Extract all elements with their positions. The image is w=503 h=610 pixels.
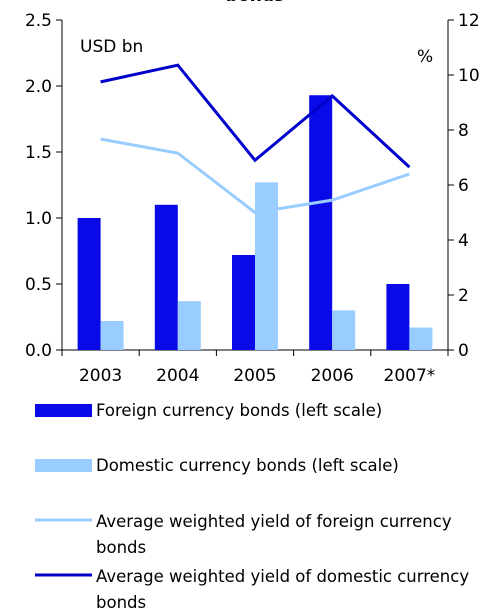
legend-label: Foreign currency bonds (left scale) xyxy=(96,401,383,420)
bar xyxy=(386,284,410,350)
bar xyxy=(332,310,356,350)
x-tick-label: 2004 xyxy=(156,366,199,386)
bar xyxy=(309,95,333,351)
legend-label: Domestic currency bonds (left scale) xyxy=(96,456,399,475)
y-axis-label: USD bn xyxy=(80,37,143,57)
y2-tick-label: 2 xyxy=(458,286,469,306)
bar xyxy=(255,182,278,350)
x-tick-label: 2006 xyxy=(311,366,354,386)
chart-title: bonds xyxy=(226,0,284,6)
y2-tick-label: 10 xyxy=(458,66,480,86)
legend-swatch xyxy=(35,459,92,472)
y2-tick-label: 12 xyxy=(458,11,480,31)
y-tick-label: 2.5 xyxy=(25,11,52,31)
legend-swatch xyxy=(35,404,92,417)
y-tick-label: 0.0 xyxy=(25,341,52,361)
x-tick-label: 2005 xyxy=(233,366,276,386)
y-tick-label: 1.0 xyxy=(25,209,52,229)
y2-tick-label: 0 xyxy=(458,341,469,361)
y2-axis-label: % xyxy=(417,47,433,67)
legend-label: Average weighted yield of domestic curre… xyxy=(96,567,470,610)
bar xyxy=(77,218,101,350)
bar xyxy=(232,254,255,350)
y-tick-label: 2.0 xyxy=(25,77,52,97)
bar xyxy=(409,327,433,350)
y2-tick-label: 4 xyxy=(458,231,469,251)
bar xyxy=(100,320,124,350)
line xyxy=(100,137,410,215)
y-tick-label: 0.5 xyxy=(25,275,52,295)
x-tick-label: 2003 xyxy=(79,366,122,386)
y2-tick-label: 6 xyxy=(458,176,469,196)
bar xyxy=(154,204,178,350)
bar xyxy=(177,301,201,350)
line xyxy=(100,63,411,169)
y2-tick-label: 8 xyxy=(458,121,469,141)
legend-label: Average weighted yield of foreign curren… xyxy=(96,512,452,557)
x-tick-label: 2007* xyxy=(384,366,436,386)
y-tick-label: 1.5 xyxy=(25,143,52,163)
